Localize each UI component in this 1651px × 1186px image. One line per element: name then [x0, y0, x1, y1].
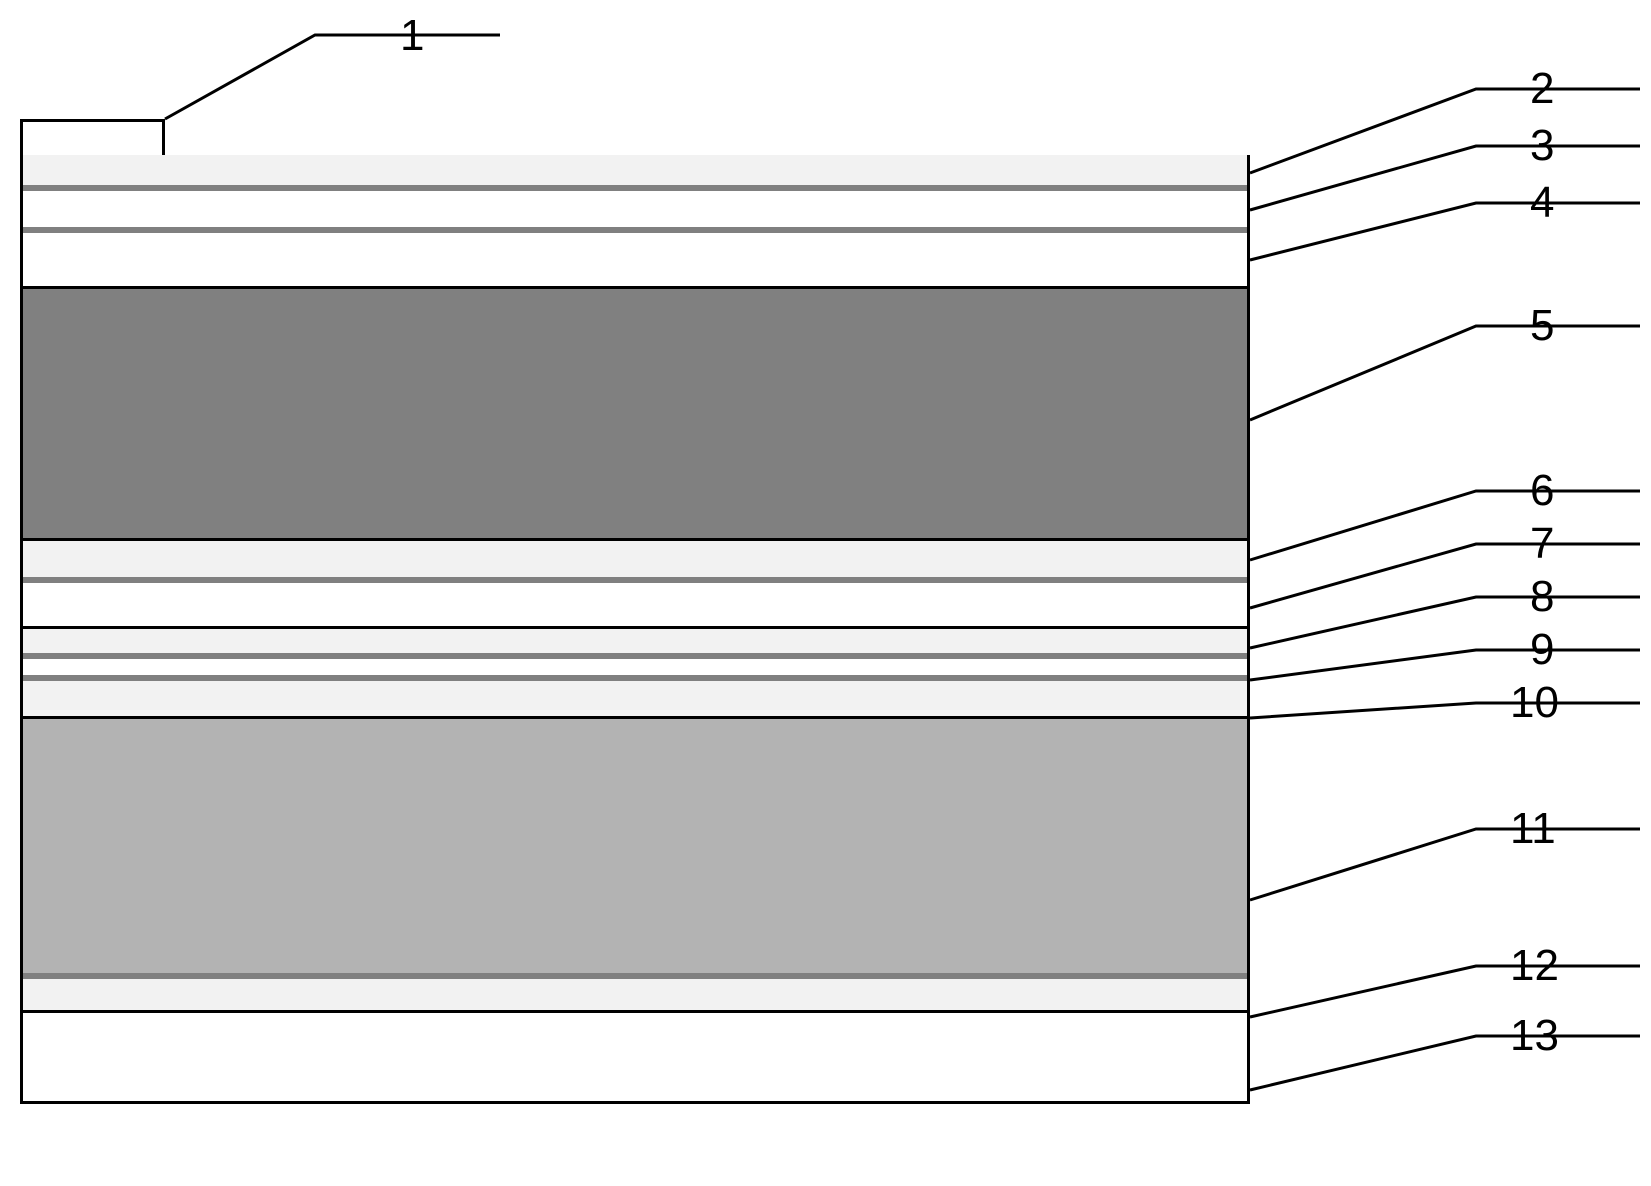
leader-line-7	[1250, 544, 1640, 608]
leader-line-2	[1250, 89, 1640, 173]
leader-line-8	[1250, 597, 1640, 648]
layer-label-1: 1	[400, 11, 424, 60]
leader-line-3	[1250, 146, 1640, 210]
leader-line-12	[1250, 966, 1640, 1017]
layer-4	[23, 233, 1247, 289]
layer-stack-diagram: 12345678910111213	[0, 0, 1651, 1186]
leader-line-4	[1250, 203, 1640, 260]
layer-stack	[20, 155, 1250, 1104]
layer-3	[23, 191, 1247, 233]
leader-line-11	[1250, 829, 1640, 900]
layer-label-3: 3	[1530, 121, 1554, 170]
leader-line-10	[1250, 703, 1640, 718]
layer-13	[23, 1013, 1247, 1101]
layer-label-2: 2	[1530, 64, 1554, 113]
layer-12	[23, 979, 1247, 1013]
layer-10	[23, 681, 1247, 719]
layer-2	[23, 155, 1247, 191]
layer-label-8: 8	[1530, 572, 1554, 621]
layer-5	[23, 289, 1247, 541]
leader-line-6	[1250, 491, 1640, 560]
layer-9	[23, 659, 1247, 681]
leader-line-1	[165, 35, 500, 119]
layer-8	[23, 629, 1247, 659]
layer-11	[23, 719, 1247, 979]
layer-7	[23, 583, 1247, 629]
layer-label-5: 5	[1530, 301, 1554, 350]
layer-1-tab	[20, 119, 165, 155]
leader-line-9	[1250, 650, 1640, 680]
layer-6	[23, 541, 1247, 583]
layer-label-10: 10	[1510, 678, 1559, 727]
leader-line-5	[1250, 326, 1640, 420]
layer-label-7: 7	[1530, 519, 1554, 568]
layer-label-9: 9	[1530, 625, 1554, 674]
layer-label-12: 12	[1510, 941, 1559, 990]
layer-label-6: 6	[1530, 466, 1554, 515]
leader-line-13	[1250, 1036, 1640, 1090]
layer-label-4: 4	[1530, 178, 1554, 227]
layer-label-13: 13	[1510, 1011, 1559, 1060]
layer-label-11: 11	[1510, 804, 1556, 853]
